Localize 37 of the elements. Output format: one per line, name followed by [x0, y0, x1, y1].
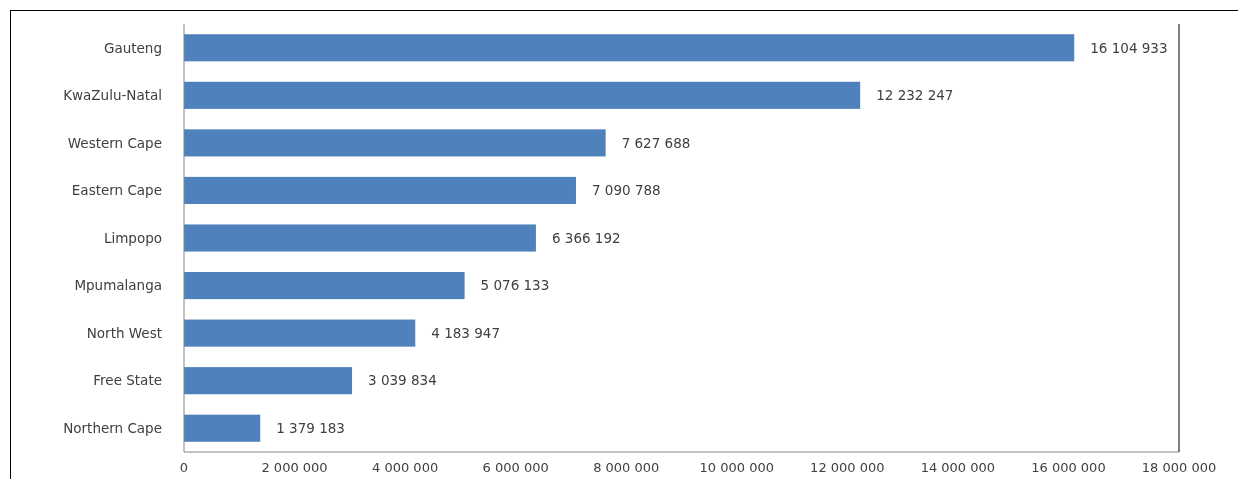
bar — [184, 367, 353, 395]
bar — [184, 81, 861, 109]
y-tick-label: Mpumalanga — [74, 277, 162, 294]
x-tick-label: 18 000 000 — [1141, 460, 1217, 475]
data-label: 16 104 933 — [1090, 39, 1168, 56]
data-label: 7 090 788 — [591, 182, 661, 199]
data-label: 4 183 947 — [431, 324, 500, 341]
bar — [184, 176, 576, 204]
bar — [184, 319, 416, 347]
bar — [184, 129, 606, 157]
y-tick-label: Free State — [93, 372, 162, 389]
y-tick-label: North West — [86, 324, 162, 341]
data-label: 5 076 133 — [480, 277, 550, 294]
y-tick-label: Western Cape — [67, 134, 162, 151]
data-label: 1 379 183 — [276, 419, 345, 436]
y-tick-label: Northern Cape — [63, 419, 162, 436]
x-tick-label: 10 000 000 — [699, 460, 774, 475]
data-label: 3 039 834 — [368, 372, 437, 389]
y-tick-label: Limpopo — [103, 229, 162, 246]
bar — [184, 34, 1075, 62]
y-tick-label: KwaZulu-Natal — [63, 87, 162, 104]
x-tick-label: 8 000 000 — [593, 460, 660, 475]
bar — [184, 414, 261, 442]
y-tick-label: Gauteng — [103, 39, 162, 56]
data-label: 6 366 192 — [551, 229, 621, 246]
x-tick-label: 0 — [179, 460, 189, 475]
x-tick-label: 12 000 000 — [810, 460, 885, 475]
bar — [184, 272, 465, 300]
x-tick-label: 2 000 000 — [261, 460, 328, 475]
x-tick-label: 6 000 000 — [482, 460, 549, 475]
data-label: 12 232 247 — [876, 87, 954, 104]
data-label: 7 627 688 — [621, 134, 691, 151]
x-tick-label: 4 000 000 — [372, 460, 439, 475]
x-tick-label: 16 000 000 — [1031, 460, 1106, 475]
x-tick-label: 14 000 000 — [920, 460, 996, 475]
y-tick-label: Eastern Cape — [71, 182, 162, 199]
bar — [184, 224, 536, 252]
